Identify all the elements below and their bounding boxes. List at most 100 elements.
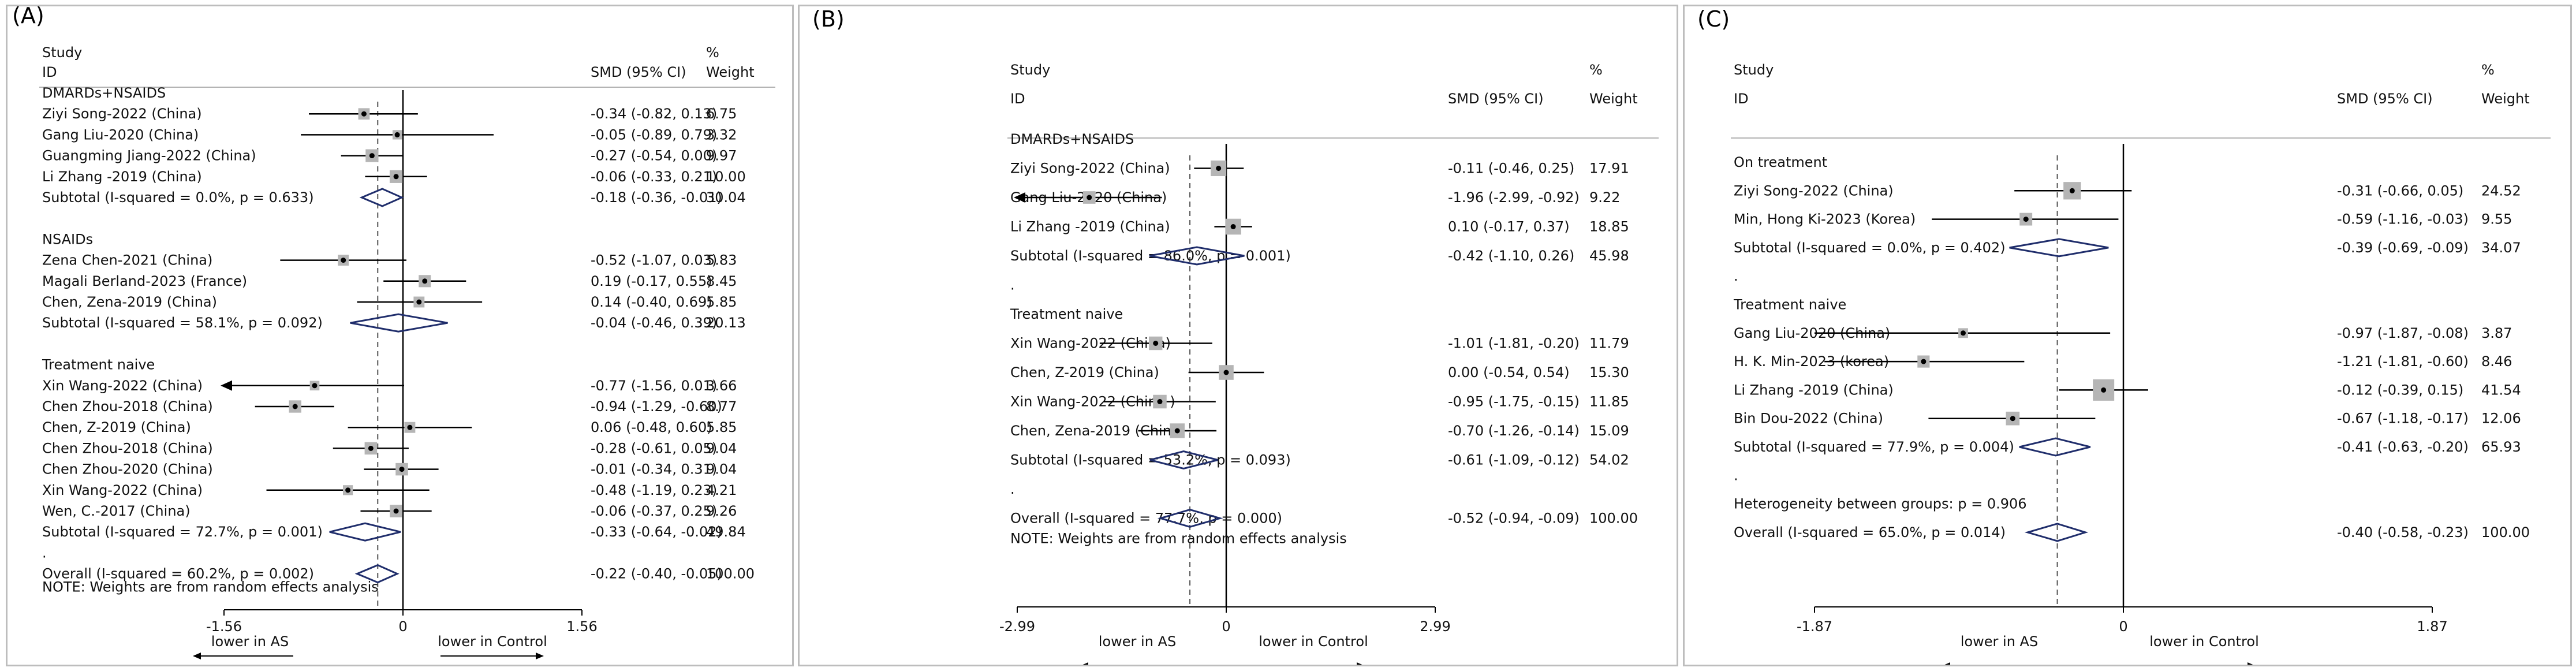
- header-id: ID: [1010, 91, 1025, 107]
- ci-text: -0.42 (-1.10, 0.26): [1448, 248, 1574, 264]
- x-tick-label: 0: [1222, 618, 1230, 635]
- weight-text: 11.79: [1589, 336, 1629, 352]
- weight-text: 4.21: [706, 482, 737, 498]
- weight-text: 11.85: [1589, 394, 1629, 410]
- subtotal-diamond: [1149, 450, 1218, 470]
- weight-text: 54.02: [1589, 452, 1629, 468]
- subtotal-diamond: [359, 188, 404, 207]
- study-label: Chen Zhou-2018 (China): [42, 440, 213, 456]
- ci-text: -0.18 (-0.36, -0.01): [591, 189, 722, 206]
- study-label: Magali Berland-2023 (France): [42, 273, 247, 289]
- weight-text: 34.07: [2481, 240, 2521, 256]
- study-label: Xin Wang-2022 (China): [42, 482, 203, 498]
- point-estimate: [2101, 387, 2107, 393]
- left-arrow-head: [1944, 662, 1950, 665]
- study-label: Chen, Z-2019 (China): [1010, 364, 1159, 381]
- weight-text: 9.26: [706, 503, 737, 519]
- study-label: Chen, Zena-2019 (China): [42, 294, 217, 310]
- point-estimate: [416, 299, 422, 305]
- ci-text: -0.06 (-0.37, 0.25): [591, 503, 717, 519]
- weight-text: 100.00: [2481, 524, 2530, 540]
- weight-text: 65.93: [2481, 439, 2521, 455]
- point-estimate: [1216, 166, 1222, 171]
- overall-label: Overall (I-squared = 60.2%, p = 0.002): [42, 566, 314, 582]
- header-percent: %: [1589, 62, 1603, 78]
- subgroup-heading: On treatment: [1734, 154, 1827, 170]
- ci-text: -0.95 (-1.75, -0.15): [1448, 394, 1580, 410]
- header-id: ID: [1734, 91, 1749, 107]
- panel-a: (A) Study ID SMD (95% CI)% Weight DMARDs+NSA…: [6, 3, 794, 666]
- point-estimate: [393, 508, 399, 514]
- header-study: Study: [42, 44, 82, 61]
- point-estimate: [1153, 341, 1159, 346]
- subtotal-label: Subtotal (I-squared = 72.7%, p = 0.001): [42, 524, 323, 540]
- header-percent: %: [2481, 62, 2495, 78]
- forest-plot-a: Study ID SMD (95% CI)% Weight DMARDs+NSAIDS Z…: [39, 44, 775, 659]
- point-estimate: [407, 424, 413, 430]
- point-estimate: [369, 153, 375, 159]
- overall-label: Overall (I-squared = 65.0%, p = 0.014): [1734, 524, 2006, 540]
- point-estimate: [1230, 224, 1236, 229]
- weight-text: 12.06: [2481, 411, 2521, 427]
- study-label: Chen, Z-2019 (China): [42, 419, 191, 435]
- point-estimate: [368, 445, 374, 451]
- ci-text: -0.01 (-0.34, 0.31): [591, 461, 717, 478]
- point-estimate: [1087, 195, 1092, 200]
- ci-text: -1.01 (-1.81, -0.20): [1448, 336, 1580, 352]
- study-label: Ziyi Song-2022 (China): [1010, 161, 1170, 177]
- subtotal-diamond: [1149, 246, 1245, 266]
- ci-text: -0.28 (-0.61, 0.05): [591, 440, 717, 456]
- weight-text: 6.75: [706, 106, 737, 122]
- point-estimate: [1157, 399, 1163, 404]
- weight-text: 9.97: [706, 148, 737, 164]
- right-arrow-head: [2248, 662, 2253, 665]
- weight-text: 24.52: [2481, 182, 2521, 199]
- ci-text: -0.39 (-0.69, -0.09): [2337, 240, 2469, 256]
- subgroup-heading: Treatment naive: [1733, 297, 1846, 313]
- header-weight: Weight: [706, 64, 755, 80]
- panel-c: (C) Study ID SMD (95% CI)% Weight On treatme…: [1683, 5, 2572, 666]
- x-tick-label: 0: [2119, 618, 2127, 635]
- ci-text: -0.77 (-1.56, 0.01): [591, 378, 717, 394]
- point-estimate: [1174, 428, 1180, 434]
- weight-text: 5.85: [706, 419, 737, 435]
- ci-text: -0.22 (-0.40, -0.05): [591, 566, 722, 582]
- ci-text: -0.05 (-0.89, 0.79): [591, 126, 717, 143]
- lower-in-control-label: lower in Control: [438, 633, 547, 650]
- weight-text: 9.22: [1589, 189, 1620, 206]
- ci-text: -0.94 (-1.29, -0.60): [591, 398, 722, 415]
- ci-text: -0.59 (-1.16, -0.03): [2337, 211, 2469, 228]
- subtotal-label: Subtotal (I-squared = 77.9%, p = 0.004): [1734, 439, 2014, 455]
- x-tick-label: 1.56: [566, 618, 597, 635]
- study-label: Ziyi Song-2022 (China): [1734, 182, 1894, 199]
- ci-text: -0.33 (-0.64, -0.02): [591, 524, 722, 540]
- left-arrow-head: [1082, 662, 1088, 665]
- overall-diamond: [2024, 523, 2089, 542]
- point-estimate: [341, 258, 346, 263]
- weight-text: 100.00: [706, 566, 755, 582]
- ci-text: -0.97 (-1.87, -0.08): [2337, 325, 2469, 341]
- subgroup-heading: Treatment naive: [42, 357, 155, 373]
- subtotal-label: Subtotal (I-squared = 0.0%, p = 0.633): [42, 189, 314, 206]
- panel-label: (C): [1697, 6, 1730, 32]
- ci-arrow-left: [1014, 192, 1025, 203]
- weight-text: 8.45: [706, 273, 737, 289]
- point-estimate: [2010, 416, 2015, 422]
- study-label: Chen Zhou-2018 (China): [42, 398, 213, 415]
- ci-text: 0.00 (-0.54, 0.54): [1448, 364, 1570, 381]
- study-label: Gang Liu-2020 (China): [42, 126, 199, 143]
- weight-text: 9.55: [2481, 211, 2512, 228]
- subgroup-heading: DMARDs+NSAIDS: [1010, 131, 1134, 147]
- overall-label: Overall (I-squared = 77.7%, p = 0.000): [1010, 510, 1282, 527]
- study-label: Li Zhang -2019 (China): [1734, 382, 1894, 398]
- x-tick-label: 2.99: [1420, 618, 1450, 635]
- weight-text: 18.85: [1589, 219, 1629, 235]
- point-estimate: [1921, 359, 1927, 364]
- subgroup-heading: Treatment naive: [1010, 306, 1123, 322]
- spacer-dot: .: [42, 545, 47, 561]
- subgroup-heading: DMARDs+NSAIDS: [42, 85, 166, 101]
- ci-text: 0.19 (-0.17, 0.55): [591, 273, 712, 289]
- header-smd: SMD (95% CI): [2337, 91, 2433, 107]
- heterogeneity-text: Heterogeneity between groups: p = 0.906: [1734, 496, 2027, 512]
- ci-text: -0.67 (-1.18, -0.17): [2337, 411, 2469, 427]
